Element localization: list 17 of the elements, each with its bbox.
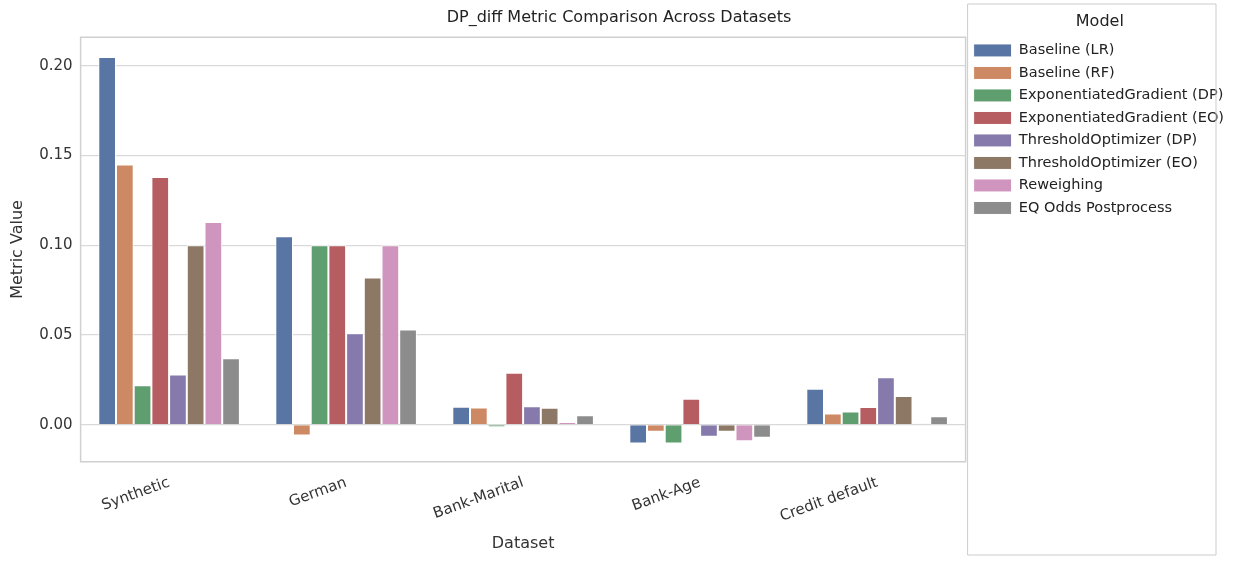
chart-title: DP_diff Metric Comparison Across Datasets [446,6,792,27]
y-axis-title: Metric Value [6,200,26,299]
legend-label: EQ Odds Postprocess [1018,198,1173,215]
y-tick-label: 0.00 [39,414,73,433]
y-tick-label: 0.15 [39,145,73,164]
legend-label: ThresholdOptimizer (EO) [1017,153,1198,170]
legend-label: Reweighing [1018,176,1103,193]
x-axis-title: Dataset [491,532,555,552]
legend-label: Baseline (RF) [1018,63,1115,80]
legend-label: ThresholdOptimizer (DP) [1017,131,1198,148]
legend-label: ExponentiatedGradient (DP) [1018,86,1224,103]
y-tick-label: 0.10 [39,235,73,254]
y-tick-label: 0.20 [39,55,73,74]
legend-title: Model [1075,11,1124,31]
y-tick-label: 0.05 [39,324,73,343]
legend-label: Baseline (LR) [1018,41,1115,58]
legend-label: ExponentiatedGradient (EO) [1018,108,1224,125]
